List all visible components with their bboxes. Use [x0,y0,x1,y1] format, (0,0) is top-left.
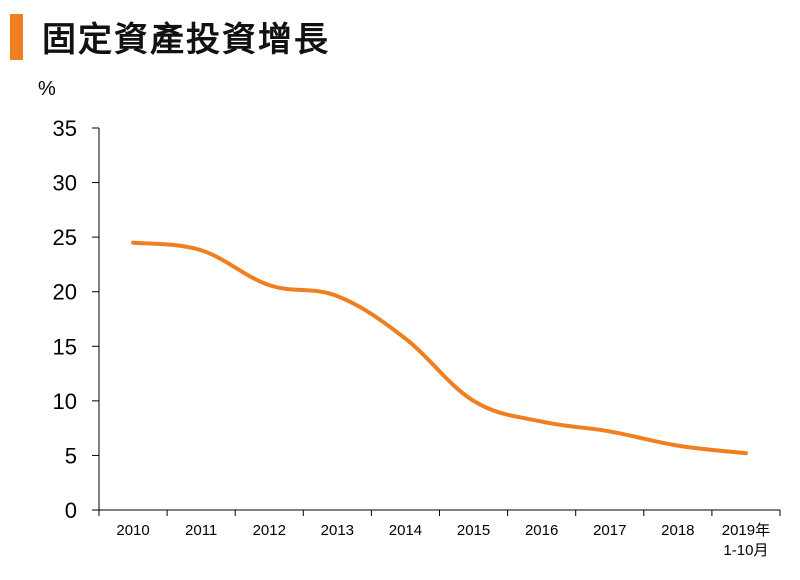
x-tick-label: 2012 [253,522,286,539]
title-accent-bar [10,14,23,60]
y-tick-label: 15 [53,334,77,359]
x-tick-label: 2014 [389,522,422,539]
x-tick-label: 2010 [116,522,149,539]
series-line [131,240,748,456]
y-tick-label: 20 [53,280,77,305]
x-tick-label: 2013 [321,522,354,539]
x-tick-label: 2019年 1-10月 [722,522,770,559]
x-tick-label: 2017 [593,522,626,539]
y-tick-label: 30 [53,171,77,196]
y-tick-label: 5 [65,443,77,468]
x-tick-label: 2011 [185,522,217,539]
x-tick-label: 2018 [661,522,694,539]
chart-title: 固定資產投資增長 [42,20,330,60]
y-axis-unit-label: % [38,78,56,100]
x-tick-label: 2016 [525,522,558,539]
y-tick-label: 25 [53,225,77,250]
y-tick-label: 35 [53,116,77,141]
x-tick-label: 2015 [457,522,490,539]
y-tick-label: 0 [65,498,77,523]
y-tick-label: 10 [53,389,77,414]
